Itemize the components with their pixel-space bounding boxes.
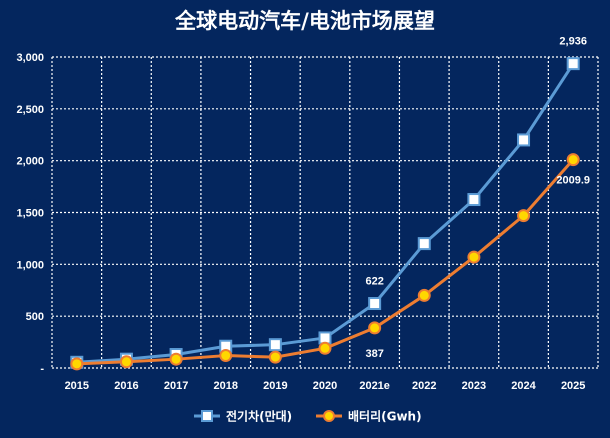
grid-lines bbox=[51, 56, 599, 369]
data-point-circle bbox=[70, 357, 84, 371]
legend-marker-square bbox=[201, 410, 213, 422]
y-tick-label: 3,000 bbox=[16, 52, 44, 64]
x-axis-tick-labels: 2015 2016 2017 2018 2019 2020 2021e 2022 2023 202… bbox=[65, 380, 586, 392]
data-label: 387 bbox=[365, 348, 383, 360]
y-axis-tick-labels: - 500 1,000 1,500 2,000 2,500 3,000 bbox=[16, 52, 44, 375]
data-point-circle bbox=[517, 209, 531, 223]
legend-item-2[interactable]: 배터리(Gwh) bbox=[316, 409, 422, 424]
data-point-circle bbox=[417, 288, 431, 302]
data-point-circle bbox=[219, 349, 233, 363]
series-layer bbox=[70, 57, 580, 371]
data-label: 2,936 bbox=[559, 36, 587, 48]
series-2 bbox=[70, 153, 580, 371]
data-point-circle bbox=[268, 350, 282, 364]
data-point-circle bbox=[318, 341, 332, 355]
data-point-circle bbox=[169, 352, 183, 366]
x-tick-label: 2020 bbox=[313, 380, 337, 392]
x-tick-label: 2015 bbox=[65, 380, 89, 392]
x-tick-label: 2025 bbox=[561, 380, 585, 392]
legend-item-1[interactable]: 전기차(만대) bbox=[194, 409, 292, 424]
y-tick-label: 2,000 bbox=[16, 156, 44, 168]
legend-label: 전기차(만대) bbox=[226, 409, 292, 424]
x-tick-label: 2024 bbox=[511, 380, 536, 392]
x-tick-label: 2022 bbox=[412, 380, 436, 392]
data-point-circle bbox=[566, 153, 580, 167]
data-point-square bbox=[417, 237, 431, 251]
x-tick-label: 2017 bbox=[164, 380, 188, 392]
data-point-square bbox=[467, 193, 481, 207]
x-tick-label: 2023 bbox=[462, 380, 486, 392]
data-point-square bbox=[517, 133, 531, 147]
data-point-square bbox=[368, 297, 382, 311]
y-tick-label: 500 bbox=[26, 311, 44, 323]
legend[interactable]: 전기차(만대) 배터리(Gwh) bbox=[194, 409, 422, 424]
data-label: 2009.9 bbox=[556, 175, 590, 187]
legend-marker-circle bbox=[323, 410, 335, 422]
x-tick-label: 2016 bbox=[114, 380, 138, 392]
data-point-circle bbox=[467, 250, 481, 264]
data-point-square bbox=[318, 331, 332, 345]
x-tick-label: 2021e bbox=[359, 380, 390, 392]
legend-label: 배터리(Gwh) bbox=[348, 409, 422, 424]
x-tick-label: 2018 bbox=[213, 380, 237, 392]
data-labels: 622 387 2,936 2009.9 bbox=[365, 36, 590, 360]
chart-title: 全球电动汽车/电池市场展望 bbox=[174, 8, 435, 33]
data-point-square bbox=[566, 57, 580, 71]
y-tick-label: - bbox=[40, 363, 44, 375]
y-tick-label: 2,500 bbox=[16, 104, 44, 116]
data-point-circle bbox=[119, 355, 133, 369]
data-label: 622 bbox=[365, 276, 383, 288]
data-point-square bbox=[268, 338, 282, 352]
data-point-circle bbox=[368, 321, 382, 335]
y-tick-label: 1,500 bbox=[16, 208, 44, 220]
x-tick-label: 2019 bbox=[263, 380, 287, 392]
y-tick-label: 1,000 bbox=[16, 259, 44, 271]
